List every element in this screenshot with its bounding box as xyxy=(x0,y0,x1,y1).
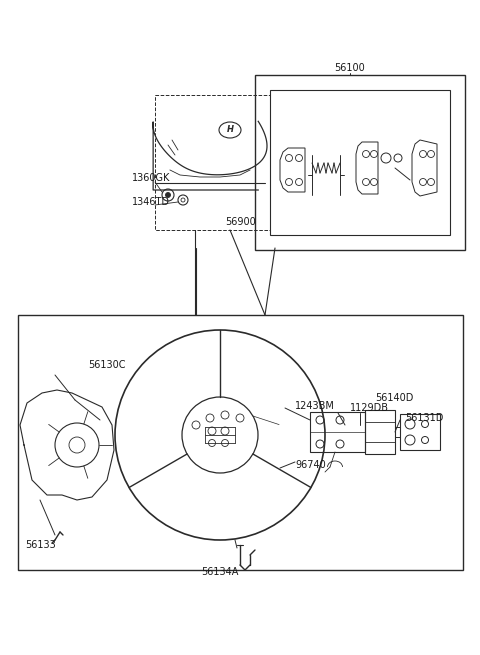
Text: 56140D: 56140D xyxy=(375,393,413,403)
Text: 56900: 56900 xyxy=(225,217,256,227)
Text: 1360GK: 1360GK xyxy=(132,173,170,183)
Text: 96740: 96740 xyxy=(295,460,326,470)
Text: 56100: 56100 xyxy=(335,63,365,73)
Bar xyxy=(365,410,395,454)
Text: 1346TD: 1346TD xyxy=(132,197,170,207)
Text: 1129DB: 1129DB xyxy=(350,403,389,413)
Text: 56134A: 56134A xyxy=(201,567,239,577)
Text: 56131D: 56131D xyxy=(405,413,444,423)
Bar xyxy=(400,414,440,450)
Bar xyxy=(155,95,270,230)
Text: 56133: 56133 xyxy=(25,540,56,550)
Bar xyxy=(270,90,450,235)
Text: 1243BM: 1243BM xyxy=(295,401,335,411)
Bar xyxy=(255,75,465,250)
Text: H: H xyxy=(227,126,233,134)
Bar xyxy=(310,412,365,452)
Bar xyxy=(18,315,463,570)
Text: 56130C: 56130C xyxy=(88,360,125,370)
Circle shape xyxy=(166,193,170,198)
